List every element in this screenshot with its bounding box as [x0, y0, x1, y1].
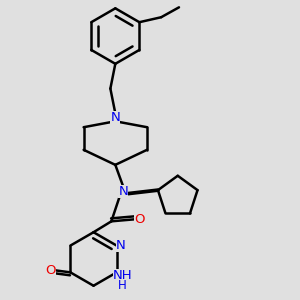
Text: N: N	[118, 185, 128, 198]
Text: O: O	[45, 264, 56, 277]
Text: NH: NH	[113, 269, 133, 282]
Text: N: N	[116, 239, 125, 252]
Text: H: H	[118, 279, 127, 292]
Text: O: O	[134, 213, 144, 226]
Text: N: N	[110, 111, 120, 124]
